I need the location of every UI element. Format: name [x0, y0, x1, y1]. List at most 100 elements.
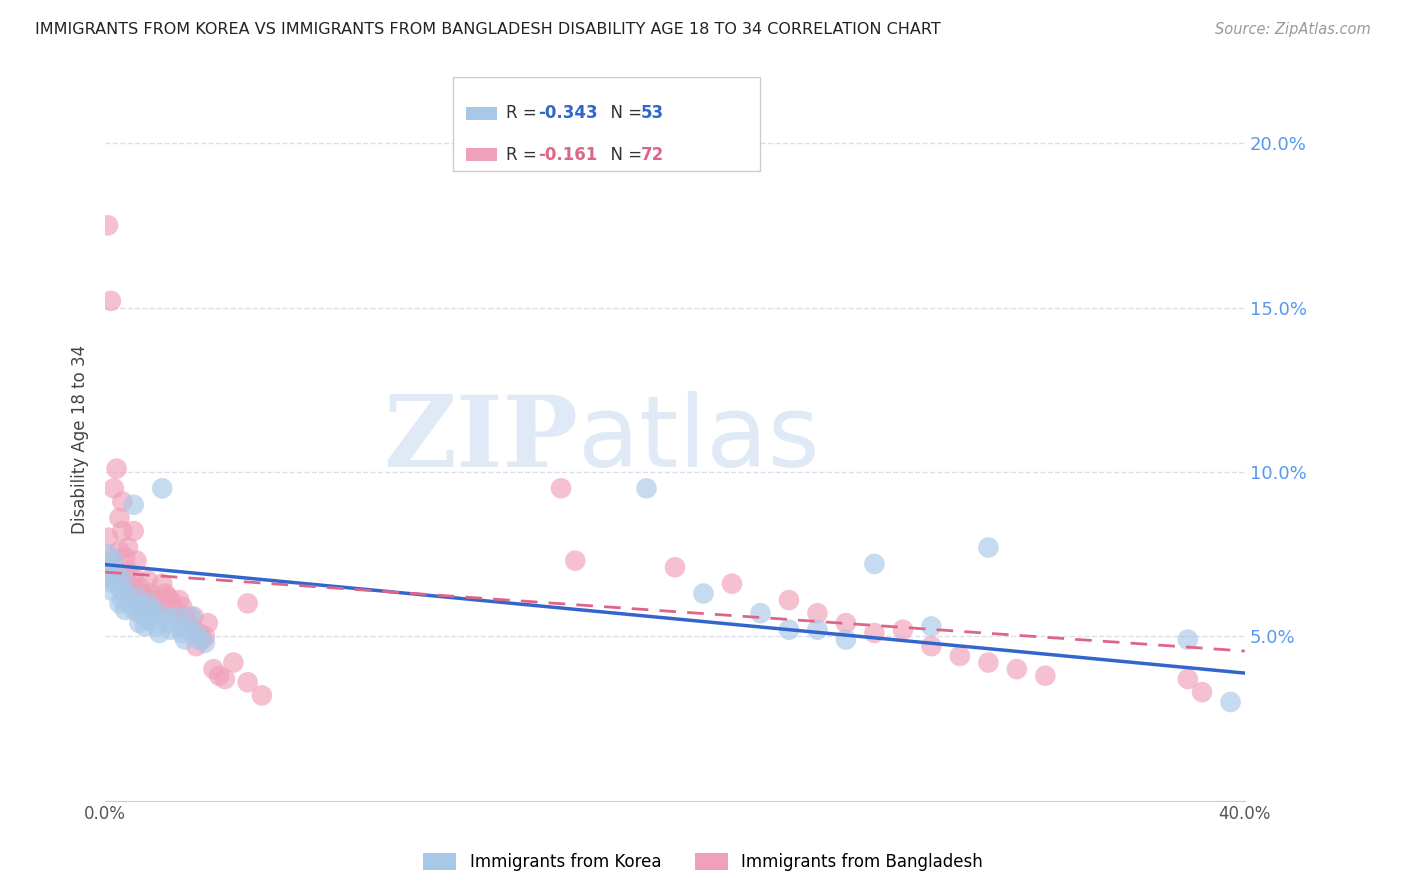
Point: [721, 576, 744, 591]
Point: [778, 623, 800, 637]
Text: R =: R =: [506, 104, 543, 122]
Point: [100, 560, 122, 574]
Point: [103, 554, 125, 568]
Point: [1191, 685, 1213, 699]
Point: [114, 603, 136, 617]
Point: [105, 570, 128, 584]
Point: [139, 606, 162, 620]
Point: [97, 570, 120, 584]
Text: R =: R =: [506, 145, 543, 163]
Point: [125, 590, 148, 604]
Point: [105, 461, 128, 475]
Point: [564, 554, 586, 568]
Point: [108, 543, 131, 558]
Text: 53: 53: [641, 104, 664, 122]
Point: [749, 606, 772, 620]
Point: [236, 675, 259, 690]
Text: ZIP: ZIP: [384, 391, 578, 488]
Point: [863, 557, 886, 571]
Point: [122, 498, 145, 512]
Point: [103, 576, 125, 591]
Bar: [467, 107, 498, 120]
Point: [108, 511, 131, 525]
Point: [128, 580, 150, 594]
Point: [159, 623, 181, 637]
Point: [236, 596, 259, 610]
Point: [120, 586, 142, 600]
Point: [186, 639, 208, 653]
Point: [100, 293, 122, 308]
Point: [949, 648, 972, 663]
Point: [214, 672, 236, 686]
Point: [169, 593, 191, 607]
Point: [180, 623, 202, 637]
Point: [778, 593, 800, 607]
Text: 72: 72: [641, 145, 664, 163]
Point: [183, 609, 205, 624]
Point: [1219, 695, 1241, 709]
Point: [97, 570, 120, 584]
Point: [114, 586, 136, 600]
Point: [664, 560, 686, 574]
Point: [835, 616, 858, 631]
Point: [145, 619, 167, 633]
Point: [150, 576, 173, 591]
Point: [156, 590, 179, 604]
Point: [100, 583, 122, 598]
Point: [128, 590, 150, 604]
Point: [108, 596, 131, 610]
Point: [165, 606, 187, 620]
Point: [153, 609, 176, 624]
Point: [188, 632, 211, 647]
Point: [863, 626, 886, 640]
Point: [131, 599, 153, 614]
Point: [111, 524, 134, 538]
Point: [1177, 632, 1199, 647]
Point: [191, 632, 214, 647]
Text: N =: N =: [600, 145, 647, 163]
Point: [145, 599, 167, 614]
Point: [150, 481, 173, 495]
Text: IMMIGRANTS FROM KOREA VS IMMIGRANTS FROM BANGLADESH DISABILITY AGE 18 TO 34 CORR: IMMIGRANTS FROM KOREA VS IMMIGRANTS FROM…: [35, 22, 941, 37]
Point: [920, 619, 942, 633]
Point: [117, 590, 139, 604]
Point: [208, 669, 231, 683]
Point: [136, 590, 159, 604]
Point: [97, 219, 120, 233]
Point: [114, 550, 136, 565]
Point: [159, 593, 181, 607]
Point: [100, 550, 122, 565]
Point: [128, 606, 150, 620]
Legend: Immigrants from Korea, Immigrants from Bangladesh: Immigrants from Korea, Immigrants from B…: [415, 845, 991, 880]
Point: [165, 609, 187, 624]
Point: [153, 586, 176, 600]
Point: [197, 616, 219, 631]
Point: [1005, 662, 1028, 676]
Point: [222, 656, 245, 670]
Point: [122, 570, 145, 584]
Point: [977, 541, 1000, 555]
Point: [920, 639, 942, 653]
Point: [131, 586, 153, 600]
Text: atlas: atlas: [578, 391, 820, 488]
Point: [891, 623, 914, 637]
Point: [134, 609, 156, 624]
Point: [103, 554, 125, 568]
Point: [835, 632, 858, 647]
Point: [134, 599, 156, 614]
Point: [172, 599, 194, 614]
Point: [122, 524, 145, 538]
Point: [111, 593, 134, 607]
Point: [136, 596, 159, 610]
Point: [172, 626, 194, 640]
Point: [105, 566, 128, 581]
Y-axis label: Disability Age 18 to 34: Disability Age 18 to 34: [72, 344, 89, 533]
Point: [148, 606, 170, 620]
Point: [111, 574, 134, 588]
Point: [120, 596, 142, 610]
Point: [180, 609, 202, 624]
Point: [977, 656, 1000, 670]
Point: [120, 580, 142, 594]
Point: [188, 626, 211, 640]
Point: [156, 616, 179, 631]
